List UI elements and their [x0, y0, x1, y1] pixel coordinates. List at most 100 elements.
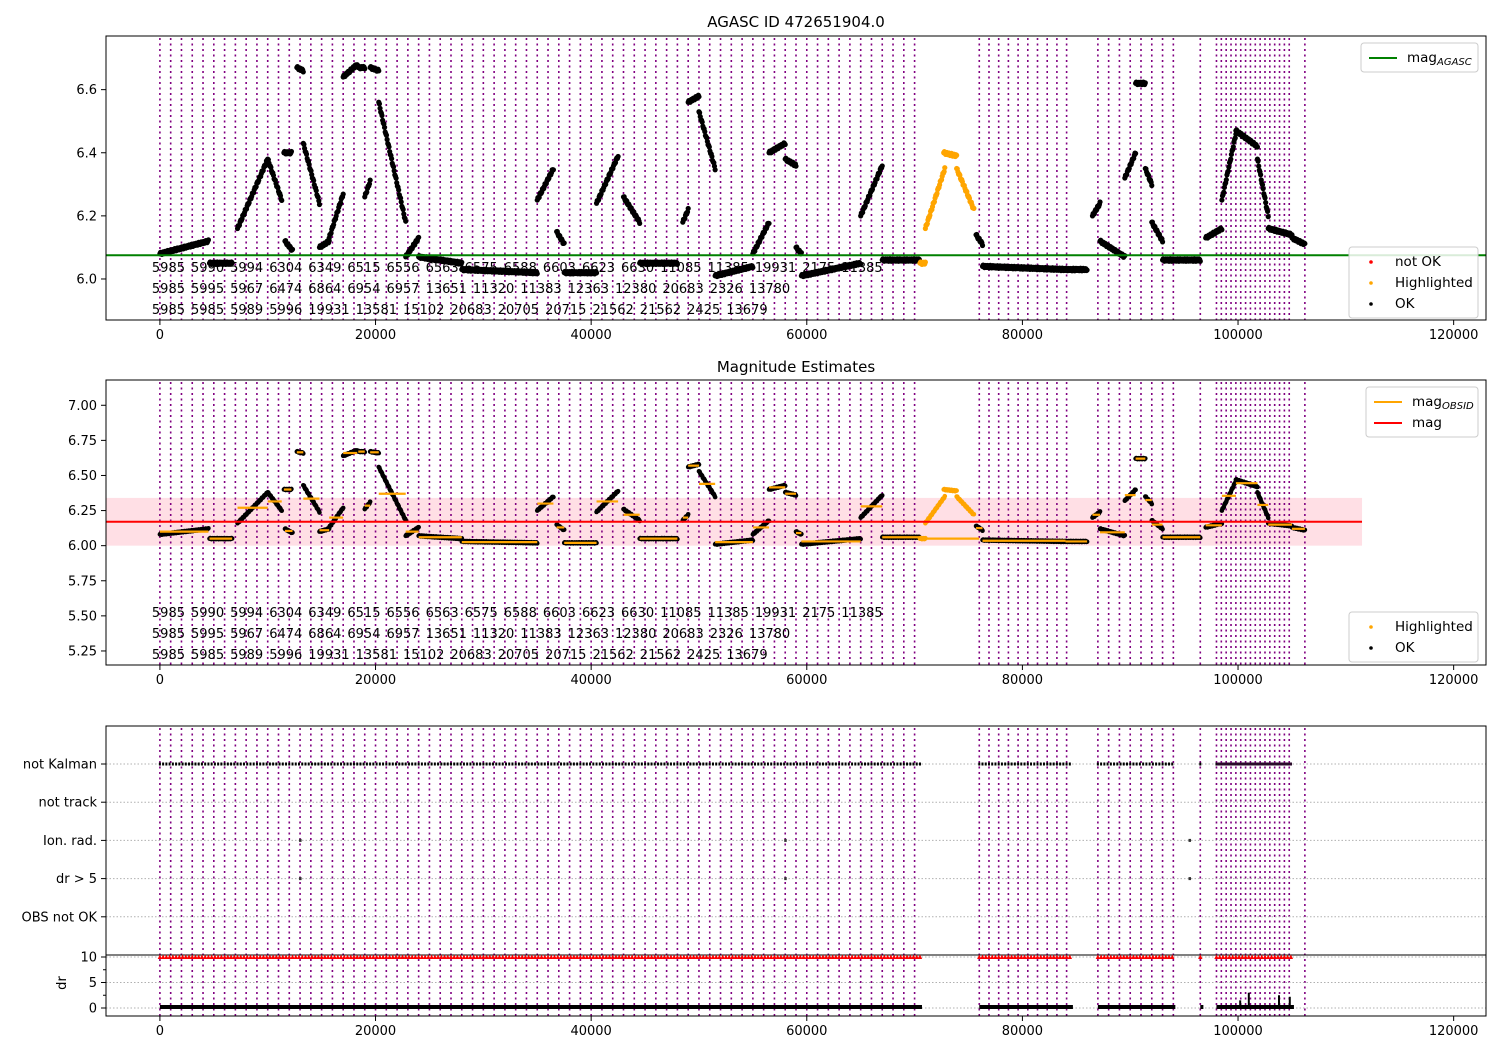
dr-clipped-marker [325, 954, 331, 959]
dr-clipped-marker [338, 954, 344, 959]
ok-point [317, 510, 322, 515]
obsid-label: 6957 [386, 282, 419, 297]
obsid-label: 13679 [726, 648, 767, 663]
dr-clipped-marker [199, 954, 205, 959]
dr-clipped-marker [1163, 954, 1168, 959]
dr-clipped-marker [736, 954, 742, 959]
not-kalman-flag [472, 762, 475, 766]
not-kalman-flag [566, 762, 569, 766]
ok-point [980, 528, 985, 534]
not-kalman-flag [589, 762, 592, 766]
ok-point [306, 161, 312, 167]
dr-clipped-marker [552, 954, 557, 959]
chart-title-magnitude: Magnitude Estimates [717, 358, 875, 376]
obsid-label: 5967 [230, 282, 263, 297]
dr-clipped-marker [494, 954, 499, 959]
dr-clipped-marker [823, 954, 829, 959]
not-kalman-flag [595, 762, 598, 766]
not-kalman-flag [831, 762, 834, 766]
dr-clipped-marker [1214, 954, 1219, 959]
flag-category-label: not Kalman [23, 758, 97, 773]
dr-clipped-marker [471, 954, 476, 959]
dr-clipped-marker [668, 954, 674, 959]
not-kalman-flag [1113, 762, 1116, 766]
dr-clipped-marker [371, 954, 376, 959]
ok-point [550, 167, 557, 173]
obsid-label: 20683 [450, 648, 491, 663]
ok-point [459, 259, 465, 265]
x-tick-label: 100000 [1213, 673, 1263, 688]
dr-clipped-marker [671, 954, 677, 959]
dr-clipped-marker [374, 954, 379, 959]
dr-clipped-marker [432, 954, 438, 959]
not-kalman-flag [243, 762, 245, 766]
not-kalman-flag [349, 762, 352, 766]
dr-clipped-marker [704, 954, 709, 959]
not-kalman-flag [317, 762, 320, 766]
not-kalman-flag [213, 762, 216, 766]
not-kalman-flag [375, 762, 378, 766]
dr-clipped-marker [1217, 954, 1222, 959]
dr-clipped-marker [235, 954, 240, 959]
x-tick-label: 120000 [1429, 673, 1479, 688]
dr-clipped-marker [730, 954, 735, 959]
obsid-label: 11320 [473, 627, 514, 642]
obsid-label: 5990 [191, 606, 224, 621]
dr-clipped-marker [885, 954, 890, 959]
not-kalman-flag [734, 762, 737, 766]
dr-clipped-marker [384, 954, 389, 959]
dr-clipped-marker [539, 954, 544, 959]
dr-clipped-marker [1230, 954, 1235, 959]
ok-point [340, 505, 346, 511]
not-kalman-flag [485, 762, 488, 766]
not-kalman-flag [395, 762, 398, 766]
dr-clipped-marker [1128, 954, 1133, 959]
obsid-label: 13780 [749, 282, 790, 297]
dr-clipped-marker [849, 954, 855, 959]
obsid-label: 6349 [308, 261, 341, 276]
not-kalman-flag [540, 762, 543, 766]
dr-clipped-marker [778, 954, 784, 959]
not-kalman-flag [171, 762, 174, 766]
not-kalman-flag [307, 762, 310, 766]
dr-clipped-marker [977, 954, 982, 959]
not-kalman-flag [994, 762, 997, 766]
not-kalman-flag [278, 762, 281, 766]
ok-point [1255, 158, 1261, 164]
obsid-label: 5994 [230, 606, 263, 621]
ok-point [316, 201, 323, 208]
dr-clipped-marker [986, 954, 992, 959]
dr-clipped-marker [869, 954, 874, 959]
dr-clipped-marker [542, 954, 547, 959]
dr-clipped-marker [439, 954, 444, 959]
ok-point [289, 246, 296, 252]
not-kalman-flag [592, 762, 595, 766]
dr-clipped-marker [345, 954, 350, 959]
not-kalman-flag [705, 762, 708, 766]
ok-point [1265, 515, 1271, 521]
not-kalman-flag [524, 762, 527, 766]
dr-clipped-marker [507, 954, 512, 959]
not-kalman-flag [1062, 762, 1065, 766]
obsid-label: 20683 [450, 303, 491, 318]
not-kalman-flag [572, 762, 575, 766]
dr-clipped-marker [164, 954, 169, 959]
dr-clipped-marker [591, 954, 596, 959]
dr-clipped-marker [270, 954, 276, 959]
dr-clipped-marker [377, 954, 383, 959]
obsid-label: 6603 [543, 606, 576, 621]
dr-clipped-marker [642, 954, 648, 959]
not-kalman-flag [1119, 762, 1122, 766]
obsid-label: 2326 [710, 282, 743, 297]
dr-clipped-marker [238, 954, 243, 959]
dr-clipped-marker [180, 954, 185, 959]
dr-clipped-marker [914, 954, 919, 959]
dr-clipped-marker [746, 954, 751, 959]
dr-clipped-marker [694, 954, 700, 959]
obsid-label: 6623 [582, 261, 615, 276]
ok-point [858, 536, 863, 542]
dr-gt-5-flag [784, 877, 787, 881]
ion-rad-flag [784, 838, 787, 842]
panel-magnitude-estimates: 5985 5990 5994 6304 6349 6515 6556 6563 6575 6588… [68, 379, 1487, 688]
dr-clipped-marker [287, 954, 292, 959]
